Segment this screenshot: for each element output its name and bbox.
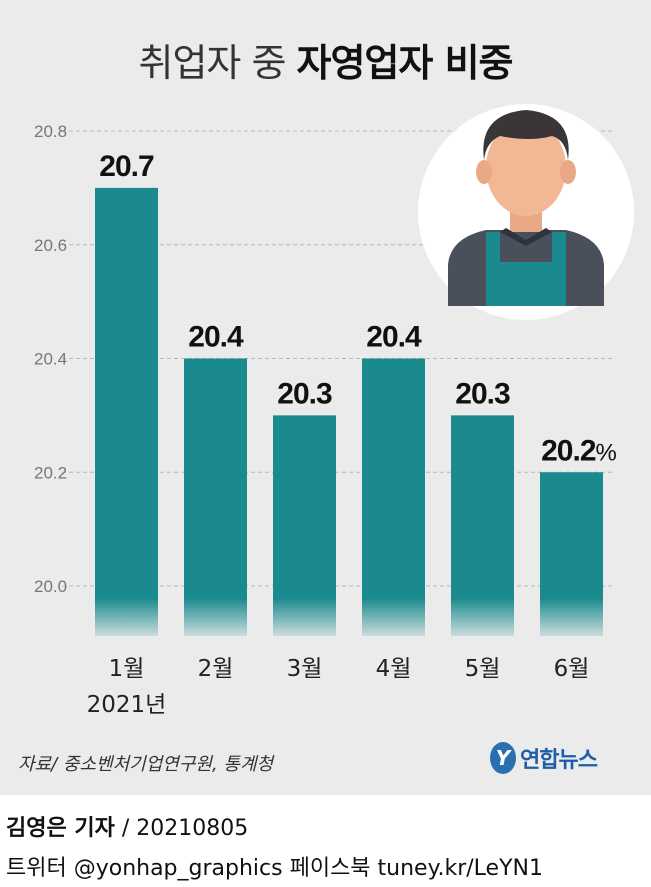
unit-label: %	[596, 439, 617, 466]
x-category-label: 5월	[465, 656, 501, 682]
y-tick-label: 20.4	[34, 350, 67, 369]
x-category-label: 4월	[376, 656, 412, 682]
x-year-label: 2021년	[87, 692, 167, 718]
bar-1	[95, 187, 158, 636]
title-part-1: 취업자 중	[138, 41, 286, 85]
bar-fade-overlay	[60, 598, 651, 643]
source-note: 자료/ 중소벤처기업연구원, 통계청	[18, 754, 274, 775]
bar-4	[362, 358, 425, 636]
y-tick-label: 20.0	[34, 577, 67, 596]
x-category-label: 2월	[198, 656, 234, 682]
value-label: 20.3	[277, 377, 332, 410]
worker-icon	[418, 104, 634, 320]
social-links: 트위터 @yonhap_graphics 페이스북 tuney.kr/LeYN1	[6, 856, 543, 881]
yonhap-logo: Y 연합뉴스	[490, 738, 598, 778]
publish-date: / 20210805	[121, 816, 249, 841]
y-tick-label: 20.2	[34, 463, 67, 482]
yonhap-logo-mark: Y	[490, 742, 516, 774]
bar-2	[184, 358, 247, 636]
reporter-name: 김영은 기자	[6, 816, 115, 841]
value-label: 20.2%	[541, 434, 616, 467]
y-tick-label: 20.8	[34, 122, 67, 141]
title-part-2: 자영업자 비중	[296, 41, 514, 85]
x-category-label: 1월	[109, 656, 145, 682]
x-category-label: 6월	[554, 656, 590, 682]
chart-title: 취업자 중 자영업자 비중	[0, 32, 651, 87]
value-label: 20.4	[366, 321, 422, 354]
y-tick-label: 20.6	[34, 236, 67, 255]
x-category-label: 3월	[287, 656, 323, 682]
yonhap-logo-text: 연합뉴스	[520, 748, 598, 773]
value-label: 20.4	[188, 321, 244, 354]
value-label: 20.3	[455, 377, 510, 410]
value-label: 20.7	[99, 150, 154, 183]
bar-chart: 20.0 20.2 20.4 20.6 20.8 20.7 1월 2021년 20.4 2월 20…	[34, 104, 651, 718]
byline: 김영은 기자 / 20210805	[6, 810, 248, 842]
